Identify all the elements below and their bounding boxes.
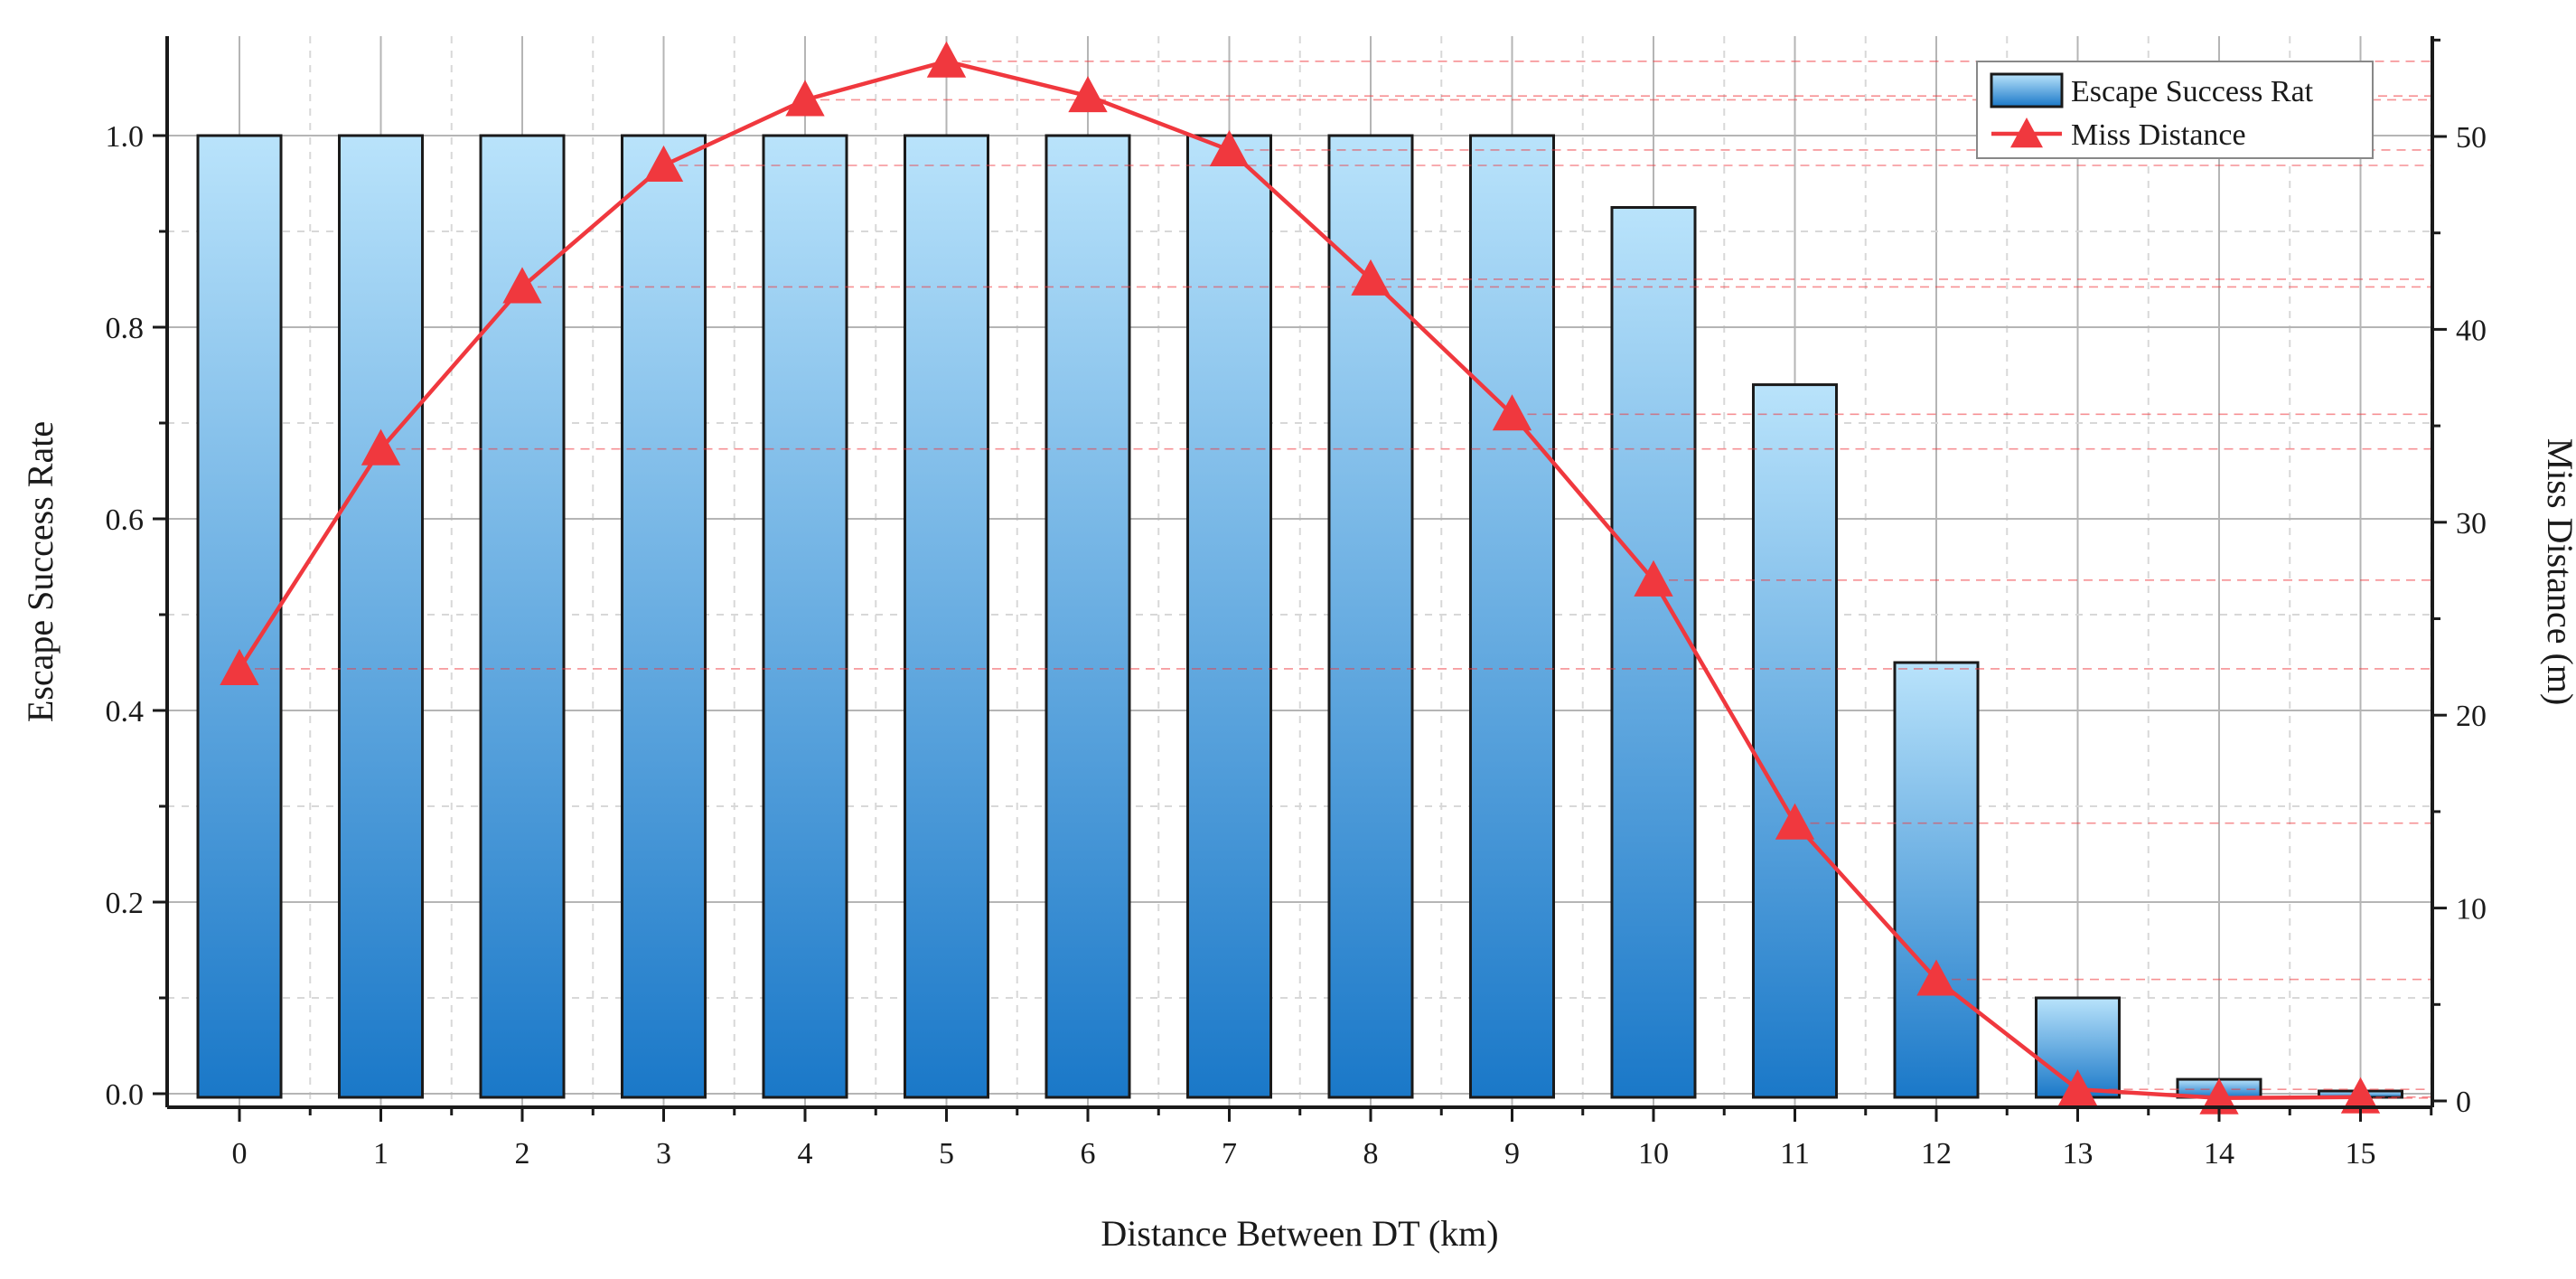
miss-distance-marker-12 — [1916, 959, 1956, 996]
y-right-tick-label: 0 — [2456, 1086, 2471, 1119]
x-tick-label: 7 — [1222, 1137, 1237, 1171]
miss-distance-marker-3 — [643, 145, 684, 183]
miss-distance-marker-8 — [1351, 259, 1391, 296]
bar-8 — [1327, 134, 1414, 1099]
y-axis-right-title: Miss Distance (m) — [2540, 438, 2576, 706]
miss-distance-marker-9 — [1492, 394, 1532, 431]
legend: Escape Success Rat Miss Distance — [1976, 61, 2374, 159]
x-tick-label: 11 — [1780, 1137, 1810, 1171]
bar-6 — [1044, 134, 1131, 1099]
bar-5 — [904, 134, 989, 1099]
line-series — [220, 41, 2381, 1114]
x-tick-label: 14 — [2204, 1137, 2234, 1171]
x-tick-label: 13 — [2063, 1137, 2094, 1171]
miss-distance-marker-4 — [785, 80, 825, 117]
bar-7 — [1186, 134, 1272, 1099]
x-axis-title: Distance Between DT (km) — [1101, 1213, 1498, 1254]
miss-distance-marker-1 — [361, 428, 401, 466]
y-right-tick-label: 30 — [2456, 507, 2487, 541]
bar-series — [196, 134, 2403, 1099]
miss-distance-marker-13 — [2057, 1069, 2098, 1106]
bar-0 — [196, 134, 283, 1099]
y-left-tick-label: 1.0 — [106, 120, 145, 154]
legend-bar-label: Escape Success Rat — [2071, 75, 2314, 108]
miss-distance-marker-2 — [502, 267, 542, 304]
y-right-tick-label: 40 — [2456, 314, 2487, 347]
y-left-tick-label: 0.2 — [106, 887, 145, 920]
bar-11 — [1752, 383, 1838, 1099]
x-tick-label: 0 — [232, 1137, 248, 1171]
bar-10 — [1610, 206, 1697, 1099]
bar-1 — [338, 134, 424, 1099]
x-tick-label: 9 — [1504, 1137, 1520, 1171]
legend-line-label: Miss Distance — [2071, 118, 2246, 152]
x-tick-label: 1 — [373, 1137, 389, 1171]
miss-distance-marker-11 — [1775, 803, 1815, 840]
y-left-tick-label: 0.6 — [106, 503, 145, 537]
miss-distance-marker-0 — [220, 648, 259, 685]
miss-distance-marker-5 — [926, 41, 967, 78]
miss-distance-marker-10 — [1634, 560, 1673, 597]
y-right-tick-label: 50 — [2456, 121, 2487, 155]
y-axis-left-title: Escape Success Rate — [20, 421, 61, 722]
x-tick-label: 10 — [1638, 1137, 1669, 1171]
legend-bar-swatch — [1990, 72, 2064, 108]
miss-distance-marker-7 — [1209, 129, 1250, 166]
y-left-tick-label: 0.4 — [106, 695, 145, 729]
bar-12 — [1893, 661, 1980, 1099]
y-left-tick-label: 0.8 — [106, 312, 145, 345]
miss-distance-marker-6 — [1068, 76, 1108, 113]
x-tick-label: 8 — [1363, 1137, 1379, 1171]
x-tick-label: 6 — [1081, 1137, 1096, 1171]
y-left-tick-label: 0.0 — [106, 1078, 145, 1112]
bar-3 — [621, 134, 707, 1099]
bar-9 — [1469, 134, 1555, 1099]
x-tick-label: 2 — [515, 1137, 530, 1171]
y-right-tick-label: 10 — [2456, 893, 2487, 926]
x-tick-label: 15 — [2346, 1137, 2376, 1171]
x-tick-label: 3 — [656, 1137, 671, 1171]
x-tick-label: 5 — [939, 1137, 954, 1171]
x-tick-label: 4 — [798, 1137, 813, 1171]
y-right-tick-label: 20 — [2456, 700, 2487, 733]
x-tick-label: 12 — [1921, 1137, 1952, 1171]
miss-distance-line — [238, 59, 2361, 1101]
bar-4 — [762, 134, 848, 1099]
legend-triangle-icon — [2010, 118, 2043, 148]
